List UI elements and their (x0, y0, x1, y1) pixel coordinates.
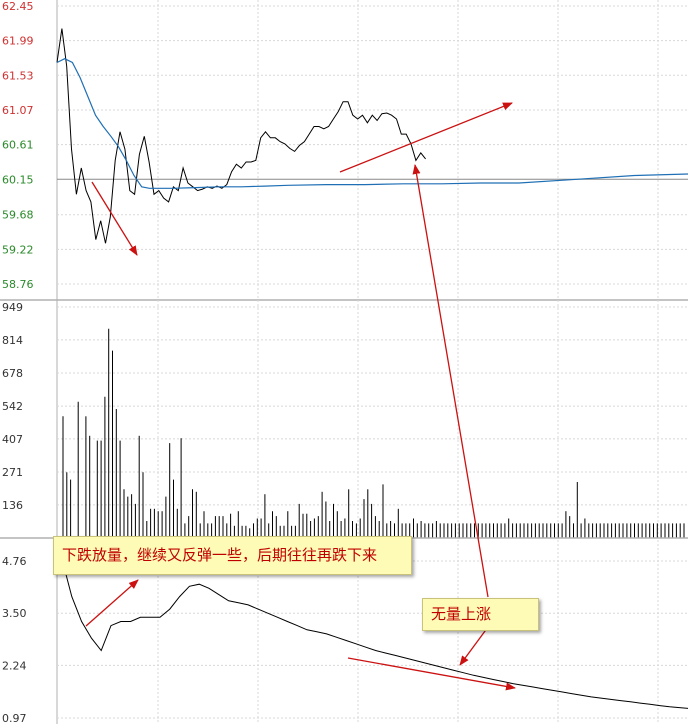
ratio-tick-label-1: 3.50 (2, 607, 27, 620)
volume-tick-label-6: 136 (2, 499, 23, 512)
price-tick-label-7: 59.22 (2, 243, 34, 256)
price-line (56, 28, 426, 244)
price-tick-label-8: 58.76 (2, 278, 34, 291)
price-tick-label-3: 61.07 (2, 104, 34, 117)
volume-tick-label-3: 542 (2, 400, 23, 413)
price-tick-label-2: 61.53 (2, 69, 34, 82)
arrow-ratio-decline (347, 657, 516, 691)
volume-ratio-line (61, 559, 688, 709)
arrow-note-to-ratio (459, 626, 489, 666)
ratio-tick-label-0: 4.76 (2, 555, 27, 568)
arrow-to-average-line (412, 164, 489, 598)
price-tick-label-1: 61.99 (2, 35, 34, 48)
price-tick-label-5: 60.15 (2, 173, 34, 186)
arrow-price-drop (91, 181, 138, 256)
volume-tick-label-4: 407 (2, 433, 23, 446)
volume-panel: 949 814 678 542 407 271 136 (0, 300, 688, 539)
price-tick-label-0: 62.45 (2, 0, 34, 13)
average-price-line (56, 58, 688, 189)
annotation-note-no-volume-rise: 无量上涨 (422, 598, 539, 631)
volume-tick-label-0: 949 (2, 301, 23, 314)
arrow-ratio-rebound (85, 579, 139, 627)
ratio-tick-label-2: 2.24 (2, 659, 27, 672)
annotation-note-volume-drop: 下跌放量，继续又反弹一些，后期往往再跌下来 (53, 536, 412, 575)
volume-tick-label-2: 678 (2, 367, 23, 380)
volume-tick-label-1: 814 (2, 334, 23, 347)
price-tick-label-6: 59.68 (2, 209, 34, 222)
volume-tick-label-5: 271 (2, 466, 23, 479)
price-panel: 62.45 61.99 61.53 61.07 60.61 60.15 59.68 59.22… (0, 0, 688, 301)
annotation-arrows (85, 102, 516, 691)
arrow-price-rise (339, 102, 513, 173)
price-tick-label-4: 60.61 (2, 139, 34, 152)
ratio-tick-label-3: 0.97 (2, 712, 27, 724)
